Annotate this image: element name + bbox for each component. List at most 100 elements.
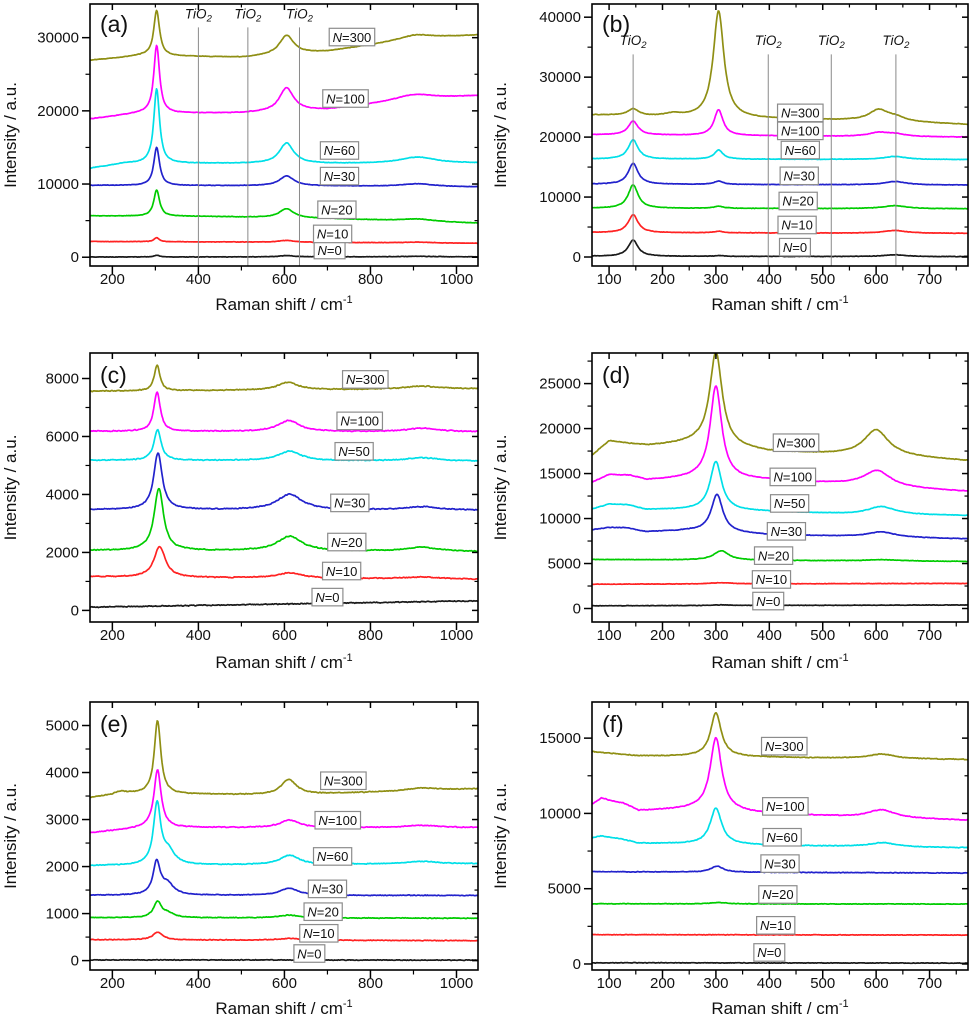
series-label-box-N=10: N=10 xyxy=(312,224,353,244)
x-axis-title: Raman shift / cm-1 xyxy=(215,998,352,1018)
svg-text:N=30: N=30 xyxy=(334,496,365,511)
series-label-box-N=20: N=20 xyxy=(317,200,357,220)
y-tick-label: 20000 xyxy=(37,103,79,120)
x-tick-label: 400 xyxy=(186,271,211,288)
svg-text:N=20: N=20 xyxy=(758,548,789,563)
tio2-label: TiO2 xyxy=(234,7,262,25)
x-tick-label: 800 xyxy=(358,627,383,644)
series-line-N=300 xyxy=(90,9,478,62)
svg-text:N=30: N=30 xyxy=(324,169,355,184)
y-axis: 0 10000 20000 30000 xyxy=(37,30,478,266)
series-label-box-N=300: N=300 xyxy=(760,736,808,756)
series-line-N=60 xyxy=(90,799,478,867)
y-tick-label: 5000 xyxy=(548,556,581,573)
series-label-box-N=10: N=10 xyxy=(756,915,796,935)
series-label-box-N=300: N=300 xyxy=(341,370,389,389)
plot-frame xyxy=(89,701,479,971)
y-tick-label: 0 xyxy=(71,953,79,970)
y-axis-title: Intensity / a.u. xyxy=(1,82,20,188)
series-label-box-N=0: N=0 xyxy=(778,237,812,257)
tio2-label: TiO2 xyxy=(818,33,846,51)
series-label-box-N=100: N=100 xyxy=(761,797,809,816)
y-tick-label: 20000 xyxy=(539,129,581,146)
y-axis: 0 1000 2000 3000 4000 5000 xyxy=(46,718,478,970)
chart-panel-f: 100 200 300 400 500 600 700 0 5000 10000 15000 (f) R… xyxy=(491,701,969,1018)
tio2-label: TiO2 xyxy=(755,33,783,51)
series-label-box-N=100: N=100 xyxy=(314,810,362,830)
series-label-box-N=20: N=20 xyxy=(753,546,794,565)
svg-text:N=100: N=100 xyxy=(766,799,805,814)
series-label-box-N=20: N=20 xyxy=(327,532,367,552)
x-tick-label: 100 xyxy=(597,975,622,992)
series-line-N=100 xyxy=(90,44,478,120)
x-axis-title: Raman shift / cm-1 xyxy=(711,294,848,314)
x-axis-title: Raman shift / cm-1 xyxy=(215,294,352,314)
svg-text:N=50: N=50 xyxy=(338,444,369,459)
x-tick-label: 100 xyxy=(597,271,622,288)
series-curves xyxy=(90,364,478,609)
x-axis-title: Raman shift / cm-1 xyxy=(215,652,352,672)
svg-text:N=300: N=300 xyxy=(765,739,804,754)
panel-tag: (c) xyxy=(100,362,127,388)
svg-text:N=10: N=10 xyxy=(317,227,348,242)
y-tick-label: 30000 xyxy=(37,30,79,47)
x-axis: 200 400 600 800 1000 xyxy=(100,353,473,644)
y-tick-label: 2000 xyxy=(46,544,79,561)
x-tick-label: 700 xyxy=(917,627,942,644)
y-tick-label: 5000 xyxy=(548,881,581,898)
series-label-box-N=0: N=0 xyxy=(753,943,786,962)
y-tick-label: 1000 xyxy=(46,906,79,923)
svg-text:N=0: N=0 xyxy=(317,243,341,258)
svg-text:N=20: N=20 xyxy=(762,887,793,902)
svg-text:N=30: N=30 xyxy=(312,882,343,897)
series-line-N=10 xyxy=(90,236,478,245)
y-tick-label: 0 xyxy=(573,601,581,618)
chart-panel-e: 200 400 600 800 1000 0 1000 2000 3000 4000 5000 (e)… xyxy=(1,701,479,1018)
x-tick-label: 400 xyxy=(757,271,782,288)
svg-text:N=300: N=300 xyxy=(346,372,385,387)
series-label-box-N=0: N=0 xyxy=(311,587,344,607)
series-label-box-N=30: N=30 xyxy=(319,166,360,186)
svg-text:N=100: N=100 xyxy=(781,124,820,139)
series-curves xyxy=(90,720,478,962)
tio2-label: TiO2 xyxy=(882,33,910,51)
y-tick-label: 0 xyxy=(573,249,581,266)
series-label-box-N=30: N=30 xyxy=(779,166,819,186)
x-tick-label: 1000 xyxy=(440,975,473,992)
series-line-N=0 xyxy=(90,254,478,259)
x-axis: 100 200 300 400 500 600 700 xyxy=(597,4,957,288)
svg-text:N=20: N=20 xyxy=(331,535,362,550)
x-tick-label: 800 xyxy=(358,975,383,992)
series-line-N=0 xyxy=(90,958,478,962)
y-tick-label: 5000 xyxy=(46,718,79,735)
x-tick-label: 200 xyxy=(100,627,125,644)
series-line-N=10 xyxy=(592,933,968,937)
series-line-N=100 xyxy=(90,769,478,834)
series-line-N=0 xyxy=(90,599,478,609)
x-tick-label: 600 xyxy=(272,975,297,992)
x-axis-title: Raman shift / cm-1 xyxy=(711,998,848,1018)
y-tick-label: 20000 xyxy=(539,421,581,438)
svg-text:N=300: N=300 xyxy=(333,30,372,45)
plot-frame xyxy=(591,352,969,623)
series-label-box-N=30: N=30 xyxy=(307,879,348,899)
svg-text:N=30: N=30 xyxy=(764,856,795,871)
svg-text:N=0: N=0 xyxy=(297,946,321,961)
series-line-N=20 xyxy=(90,189,478,224)
x-tick-label: 600 xyxy=(272,271,297,288)
y-tick-label: 2000 xyxy=(46,859,79,876)
y-tick-label: 4000 xyxy=(46,486,79,503)
y-tick-label: 0 xyxy=(71,602,79,619)
x-axis: 100 200 300 400 500 600 700 xyxy=(597,353,957,644)
series-label-box-N=60: N=60 xyxy=(780,140,820,160)
series-curves xyxy=(90,9,478,259)
y-tick-label: 4000 xyxy=(46,765,79,782)
panel-tag: (b) xyxy=(602,11,630,37)
tio2-label: TiO2 xyxy=(185,7,213,25)
y-axis-title: Intensity / a.u. xyxy=(1,783,20,889)
series-label-box-N=300: N=300 xyxy=(772,433,820,453)
svg-text:N=10: N=10 xyxy=(781,218,812,233)
svg-text:N=10: N=10 xyxy=(303,926,334,941)
series-label-box-N=0: N=0 xyxy=(313,240,346,260)
